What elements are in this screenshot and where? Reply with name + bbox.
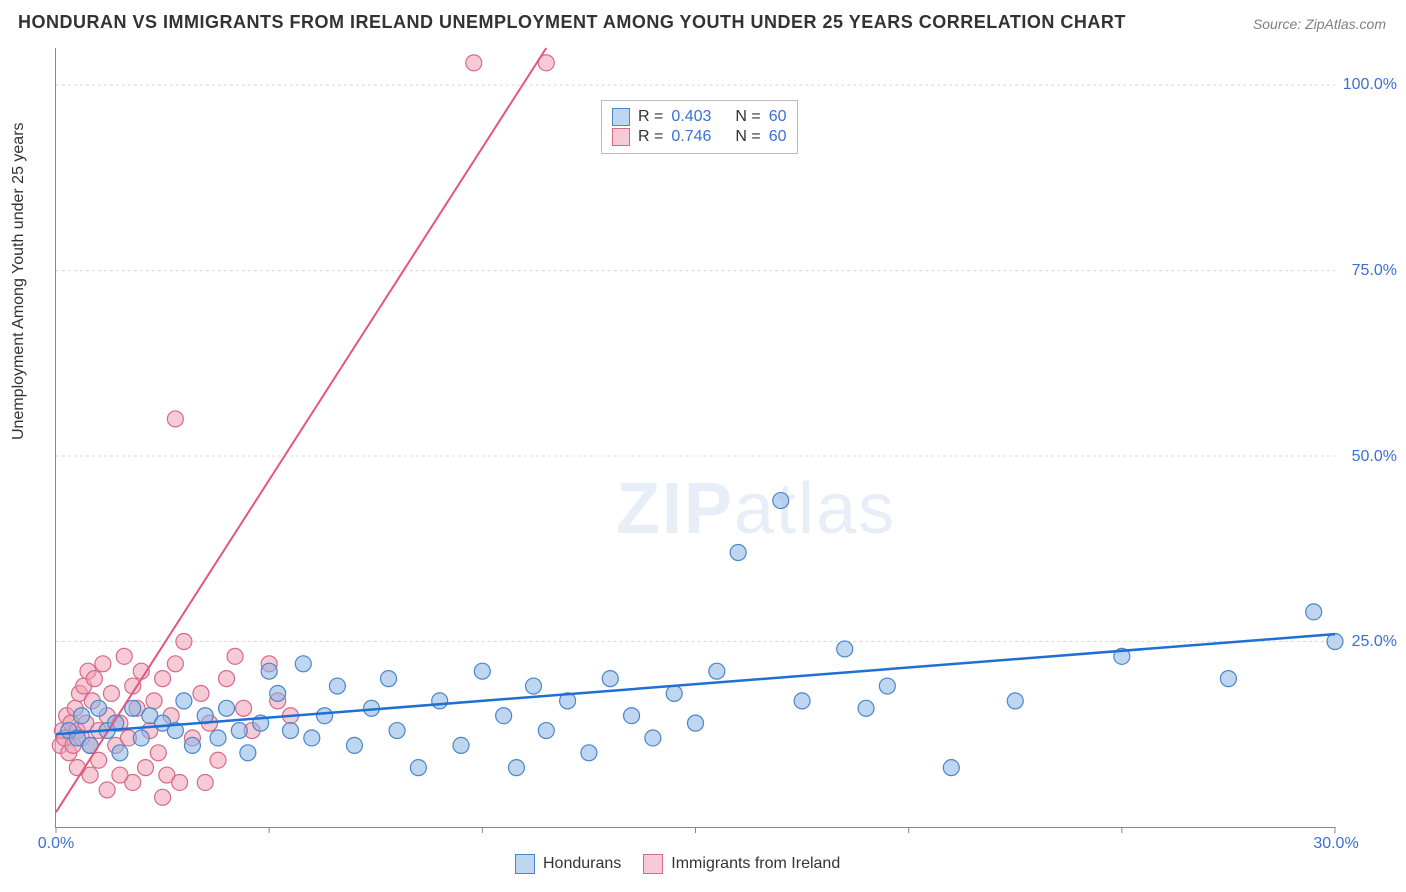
legend-swatch-blue xyxy=(612,108,630,126)
source-attribution: Source: ZipAtlas.com xyxy=(1253,16,1386,32)
plot-area: ZIPatlas 25.0%50.0%75.0%100.0% 0.0%30.0%… xyxy=(55,48,1335,828)
legend-item-hondurans: Hondurans xyxy=(515,854,621,874)
y-tick-label: 25.0% xyxy=(1339,633,1397,651)
legend-stats-row-ireland: R = 0.746 N = 60 xyxy=(612,128,787,146)
legend-swatch-blue xyxy=(515,854,535,874)
legend-stats-row-hondurans: R = 0.403 N = 60 xyxy=(612,108,787,126)
legend-label-ireland: Immigrants from Ireland xyxy=(671,855,840,873)
n-value-hondurans: 60 xyxy=(769,108,787,126)
n-value-ireland: 60 xyxy=(769,128,787,146)
r-label: R = xyxy=(638,128,663,146)
legend-stats: R = 0.403 N = 60 R = 0.746 N = 60 xyxy=(601,100,798,154)
x-tick-label: 30.0% xyxy=(1313,835,1358,853)
n-label: N = xyxy=(735,128,760,146)
y-axis-label: Unemployment Among Youth under 25 years xyxy=(10,122,28,440)
legend-series: Hondurans Immigrants from Ireland xyxy=(515,854,840,874)
x-tick-label: 0.0% xyxy=(38,835,74,853)
r-label: R = xyxy=(638,108,663,126)
legend-swatch-pink xyxy=(643,854,663,874)
r-value-hondurans: 0.403 xyxy=(671,108,711,126)
grid-lines xyxy=(56,85,1335,641)
legend-swatch-pink xyxy=(612,128,630,146)
y-tick-label: 100.0% xyxy=(1339,76,1397,94)
plot-svg xyxy=(56,48,1335,827)
legend-label-hondurans: Hondurans xyxy=(543,855,621,873)
x-tick-marks xyxy=(56,827,1335,833)
legend-item-ireland: Immigrants from Ireland xyxy=(643,854,840,874)
r-value-ireland: 0.746 xyxy=(671,128,711,146)
chart-title: HONDURAN VS IMMIGRANTS FROM IRELAND UNEM… xyxy=(18,12,1126,33)
trend-lines xyxy=(56,48,1335,812)
n-label: N = xyxy=(735,108,760,126)
scatter-ireland xyxy=(52,55,554,805)
y-tick-label: 50.0% xyxy=(1339,448,1397,466)
chart-container: HONDURAN VS IMMIGRANTS FROM IRELAND UNEM… xyxy=(0,0,1406,892)
y-tick-label: 75.0% xyxy=(1339,262,1397,280)
